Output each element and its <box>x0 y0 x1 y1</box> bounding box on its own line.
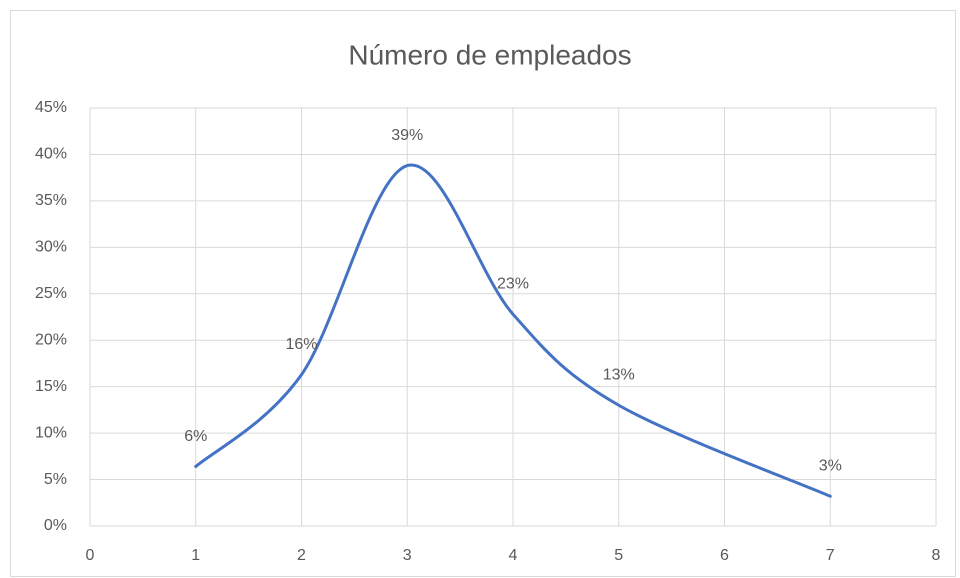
data-label: 3% <box>819 457 842 474</box>
x-tick-label: 3 <box>403 547 412 564</box>
x-tick-label: 0 <box>86 547 95 564</box>
y-tick-label: 30% <box>35 239 67 256</box>
x-tick-label: 1 <box>191 547 200 564</box>
y-tick-label: 0% <box>44 517 67 534</box>
line <box>194 163 832 498</box>
x-tick-label: 5 <box>614 547 623 564</box>
y-tick-label: 10% <box>35 424 67 441</box>
data-label: 6% <box>184 428 207 445</box>
x-tick-label: 2 <box>297 547 306 564</box>
y-tick-label: 5% <box>44 471 67 488</box>
y-tick-label: 45% <box>35 99 67 116</box>
y-tick-label: 40% <box>35 146 67 163</box>
y-tick-label: 20% <box>35 331 67 348</box>
chart-title: Número de empleados <box>348 39 631 70</box>
data-label: 16% <box>285 336 317 353</box>
data-label: 39% <box>391 127 423 144</box>
x-tick-label: 7 <box>826 547 835 564</box>
x-tick-label: 4 <box>509 547 518 564</box>
x-tick-label: 8 <box>932 547 941 564</box>
y-tick-label: 15% <box>35 378 67 395</box>
y-tick-label: 35% <box>35 192 67 209</box>
data-label: 23% <box>497 275 529 292</box>
data-label: 13% <box>603 366 635 383</box>
x-tick-label: 6 <box>720 547 729 564</box>
y-tick-label: 25% <box>35 285 67 302</box>
